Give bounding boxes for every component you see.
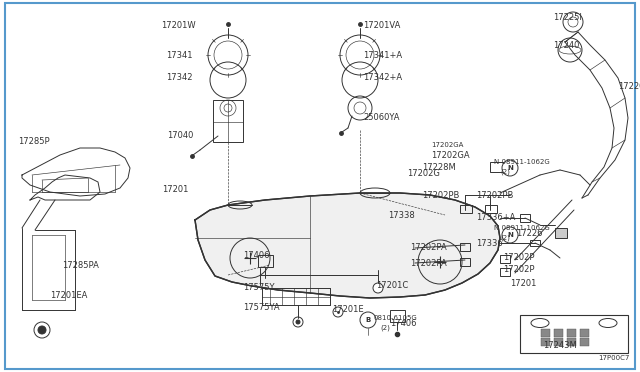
Circle shape xyxy=(293,317,303,327)
Bar xyxy=(213,100,243,142)
Text: 0810-6105G: 0810-6105G xyxy=(373,315,417,321)
Bar xyxy=(541,329,550,337)
Text: 17040: 17040 xyxy=(166,131,193,141)
Bar xyxy=(520,214,530,222)
Text: 17202G: 17202G xyxy=(407,170,440,179)
Bar xyxy=(490,162,504,172)
Text: 17336+A: 17336+A xyxy=(476,214,515,222)
Text: (2): (2) xyxy=(500,235,510,241)
Text: 17342+A: 17342+A xyxy=(363,74,402,83)
Bar xyxy=(580,329,589,337)
Text: 17202P: 17202P xyxy=(503,266,534,275)
Bar xyxy=(554,329,563,337)
Circle shape xyxy=(333,307,343,317)
Text: 17201W: 17201W xyxy=(161,22,196,31)
Bar xyxy=(567,338,576,346)
Text: (2): (2) xyxy=(380,325,390,331)
Bar xyxy=(555,228,567,238)
Text: 17342: 17342 xyxy=(166,74,193,83)
Text: 17202GA: 17202GA xyxy=(431,142,463,148)
Bar xyxy=(500,255,510,263)
Bar xyxy=(520,315,628,353)
Bar xyxy=(541,338,550,346)
Text: 17285P: 17285P xyxy=(18,138,50,147)
Bar xyxy=(567,329,576,337)
Text: N: N xyxy=(507,165,513,171)
Text: 17202P: 17202P xyxy=(503,253,534,263)
Text: 17201VA: 17201VA xyxy=(363,22,401,31)
Text: N 08911-1062G: N 08911-1062G xyxy=(494,225,550,231)
Text: 25060YA: 25060YA xyxy=(363,113,399,122)
Text: 17575YA: 17575YA xyxy=(243,302,280,311)
Text: 17341: 17341 xyxy=(166,51,193,60)
Text: 17201: 17201 xyxy=(162,186,188,195)
Bar xyxy=(258,255,273,267)
Text: 17202PA: 17202PA xyxy=(410,259,447,267)
Text: B: B xyxy=(365,317,371,323)
Circle shape xyxy=(296,320,300,324)
Text: N: N xyxy=(507,232,513,238)
Bar xyxy=(460,243,470,251)
Bar xyxy=(500,268,510,276)
Polygon shape xyxy=(195,193,500,298)
Text: 17226: 17226 xyxy=(516,228,543,237)
Text: 17225I: 17225I xyxy=(553,13,582,22)
Bar xyxy=(460,205,472,213)
Text: 17202GA: 17202GA xyxy=(431,151,470,160)
Text: 17575Y: 17575Y xyxy=(243,283,275,292)
Circle shape xyxy=(373,283,383,293)
Circle shape xyxy=(38,326,46,334)
Text: 17201E: 17201E xyxy=(332,305,364,314)
Text: 17228M: 17228M xyxy=(422,164,456,173)
Text: 17243M: 17243M xyxy=(543,341,577,350)
Text: 17240: 17240 xyxy=(553,42,579,51)
Bar xyxy=(530,240,540,246)
Circle shape xyxy=(502,160,518,176)
Text: 17201: 17201 xyxy=(510,279,536,288)
Text: N 08911-1062G: N 08911-1062G xyxy=(494,159,550,165)
Bar xyxy=(460,258,470,266)
Bar xyxy=(485,205,497,213)
Text: 17336: 17336 xyxy=(476,238,503,247)
Text: 17220Q: 17220Q xyxy=(618,81,640,90)
Text: 17P00C7: 17P00C7 xyxy=(598,355,630,361)
Text: 17201EA: 17201EA xyxy=(50,291,88,299)
Circle shape xyxy=(360,312,376,328)
Bar xyxy=(580,338,589,346)
Text: (2): (2) xyxy=(500,169,510,175)
Text: 17202PB: 17202PB xyxy=(422,190,460,199)
Bar xyxy=(554,338,563,346)
Text: 17338: 17338 xyxy=(388,211,415,219)
Text: 17406: 17406 xyxy=(390,318,417,327)
Text: 17202PB: 17202PB xyxy=(476,190,513,199)
Text: 17201C: 17201C xyxy=(376,280,408,289)
Text: 17202PA: 17202PA xyxy=(410,244,447,253)
Text: 17341+A: 17341+A xyxy=(363,51,402,60)
Circle shape xyxy=(34,322,50,338)
Bar xyxy=(390,310,405,322)
Circle shape xyxy=(502,227,518,243)
Text: 17406: 17406 xyxy=(243,250,269,260)
Text: 17285PA: 17285PA xyxy=(62,262,99,270)
